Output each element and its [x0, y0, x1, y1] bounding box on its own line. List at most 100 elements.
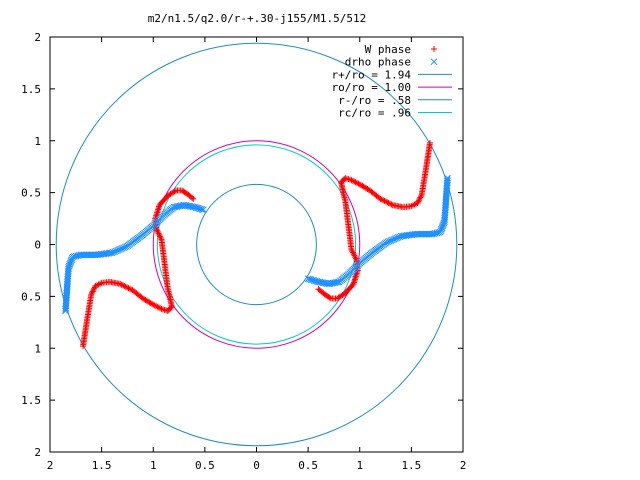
chart-title: m2/n1.5/q2.0/r-+.30-j155/M1.5/512 [148, 12, 367, 25]
legend-label: rc/ro = .96 [338, 107, 411, 120]
point [355, 180, 362, 187]
x-axis: 2 1.5 1 0.5 0 0.5 1 1.5 2 [47, 37, 467, 472]
legend-marker [430, 58, 438, 66]
legend-label: ro/ro = 1.00 [332, 81, 411, 94]
point [352, 179, 359, 186]
x-tick-label: 0 [253, 459, 260, 472]
point [155, 230, 162, 237]
point [417, 194, 424, 201]
point [335, 294, 342, 301]
point [157, 234, 164, 241]
point [306, 275, 313, 283]
circle-2 [196, 183, 317, 306]
point [198, 206, 206, 213]
point [150, 301, 157, 308]
point [349, 248, 356, 255]
point [418, 191, 425, 198]
point [118, 281, 125, 288]
point [125, 285, 132, 292]
point [353, 179, 360, 186]
point [88, 291, 95, 298]
legend-label: r-/ro = .58 [338, 94, 411, 107]
point [189, 194, 196, 201]
point [351, 178, 358, 185]
point [349, 249, 356, 256]
y-tick-label: 1.5 [21, 394, 41, 407]
point [154, 303, 161, 310]
x-tick-label: 0.5 [195, 459, 215, 472]
point [88, 289, 95, 296]
point [158, 236, 165, 243]
point [151, 302, 158, 309]
point [304, 275, 312, 283]
point [348, 246, 355, 253]
point [389, 202, 396, 209]
point [156, 231, 163, 238]
point [352, 254, 359, 261]
legend-marker [431, 46, 437, 52]
point [385, 200, 392, 206]
x-tick-label: 2 [460, 459, 467, 472]
point [382, 198, 389, 205]
point [418, 193, 425, 200]
point [154, 227, 161, 234]
point [90, 287, 97, 294]
series-0 [80, 139, 433, 350]
circle-0 [55, 42, 458, 447]
y-tick-label: 1.5 [21, 83, 41, 96]
circle-1 [152, 140, 361, 349]
x-tick-label: 1 [356, 459, 363, 472]
y-tick-label: 2 [34, 31, 41, 44]
y-tick-label: 1 [34, 342, 41, 355]
point [416, 195, 423, 202]
x-tick-label: 1 [150, 459, 157, 472]
point [316, 287, 323, 294]
legend-label: W phase [365, 43, 411, 56]
point [89, 288, 96, 295]
y-tick-label: 0.5 [21, 290, 41, 303]
point [388, 201, 395, 208]
point [124, 284, 131, 291]
x-tick-label: 2 [47, 459, 54, 472]
point [352, 255, 359, 262]
series-1 [62, 174, 451, 315]
point [380, 197, 387, 204]
y-tick-label: 1 [34, 135, 41, 148]
point [91, 285, 98, 292]
point [358, 182, 365, 189]
y-tick-label: 0.5 [21, 187, 41, 200]
point [117, 280, 124, 287]
point [122, 283, 129, 290]
point [351, 252, 358, 259]
reference-circles [55, 42, 458, 447]
point [121, 283, 128, 289]
point [356, 181, 363, 188]
x-tick-label: 1.5 [401, 459, 421, 472]
point [157, 305, 164, 312]
point [126, 285, 133, 292]
point [381, 197, 388, 204]
point [384, 199, 391, 206]
point [154, 228, 161, 235]
y-axis: 2 1.5 1 0.5 0 0.5 1 1.5 2 [21, 31, 463, 459]
point [155, 304, 162, 311]
point [349, 177, 356, 184]
point [171, 188, 178, 195]
data-series [62, 139, 451, 350]
point [157, 233, 164, 240]
legend-label: r+/ro = 1.94 [332, 68, 412, 81]
circle-3 [156, 144, 357, 345]
legend-label: drho phase [345, 56, 411, 69]
point [153, 303, 160, 310]
x-tick-label: 0.5 [298, 459, 318, 472]
point [148, 300, 155, 307]
y-tick-label: 0 [34, 239, 41, 252]
point [415, 197, 422, 204]
point [350, 251, 357, 258]
point [387, 200, 394, 207]
point [190, 195, 197, 202]
y-tick-label: 2 [34, 446, 41, 459]
point [119, 282, 126, 289]
